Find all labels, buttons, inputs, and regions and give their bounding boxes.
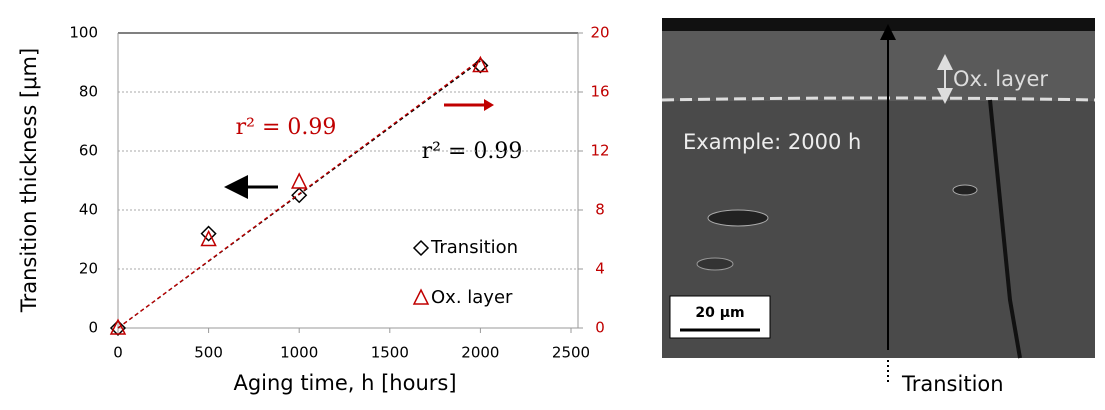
x-tick-label: 1000 bbox=[280, 344, 318, 362]
point bbox=[200, 229, 217, 247]
y2-tick-label: 12 bbox=[590, 142, 609, 160]
y2-tick-label: 8 bbox=[595, 201, 605, 219]
oxide-boundary bbox=[661, 96, 1096, 102]
y-axis-label: Transition thickness [μm] bbox=[17, 48, 41, 313]
y2-tick-label: 16 bbox=[590, 83, 609, 101]
oxide-region bbox=[662, 31, 1095, 101]
void bbox=[952, 184, 978, 196]
y-tick-label: 80 bbox=[79, 83, 98, 101]
y-tick-label: 20 bbox=[79, 260, 98, 278]
y-tick-label: 0 bbox=[88, 319, 98, 337]
trend-line bbox=[117, 59, 481, 329]
point bbox=[109, 319, 127, 337]
legend-label: Transition bbox=[430, 237, 518, 258]
legend-label: Ox. layer bbox=[431, 287, 513, 308]
oxide-label: Ox. layer bbox=[953, 67, 1048, 91]
scale-bar-label: 20 μm bbox=[695, 305, 744, 321]
void bbox=[696, 257, 734, 271]
x-tick-label: 0 bbox=[113, 344, 123, 362]
example-label: Example: 2000 h bbox=[683, 130, 861, 154]
y-tick-label: 100 bbox=[69, 24, 98, 42]
micrograph-top bbox=[662, 18, 1095, 31]
transition-label: Transition bbox=[901, 372, 1004, 396]
y2-tick-label: 20 bbox=[590, 24, 609, 42]
crack bbox=[988, 99, 1022, 359]
right-axis-arrowhead bbox=[484, 99, 494, 111]
point bbox=[472, 55, 489, 73]
annotation: r² = 0.99 bbox=[236, 115, 337, 140]
x-tick-label: 500 bbox=[194, 344, 223, 362]
y2-tick-label: 4 bbox=[595, 260, 605, 278]
legend-marker bbox=[412, 239, 430, 257]
point bbox=[472, 57, 489, 74]
point bbox=[291, 187, 308, 204]
y-tick-label: 60 bbox=[79, 142, 98, 160]
void bbox=[707, 209, 769, 227]
legend-marker bbox=[412, 288, 430, 305]
point bbox=[290, 172, 308, 189]
micrograph: Ox. layer Example: 2000 h 20 μm bbox=[661, 18, 1096, 359]
x-tick-label: 1500 bbox=[371, 344, 409, 362]
point bbox=[200, 225, 217, 242]
y2-tick-label: 0 bbox=[595, 319, 605, 337]
x-tick-label: 2500 bbox=[552, 344, 590, 362]
x-axis-label: Aging time, h [hours] bbox=[233, 371, 456, 395]
y-tick-label: 40 bbox=[79, 201, 98, 219]
point bbox=[109, 318, 127, 335]
x-tick-label: 2000 bbox=[461, 344, 499, 362]
